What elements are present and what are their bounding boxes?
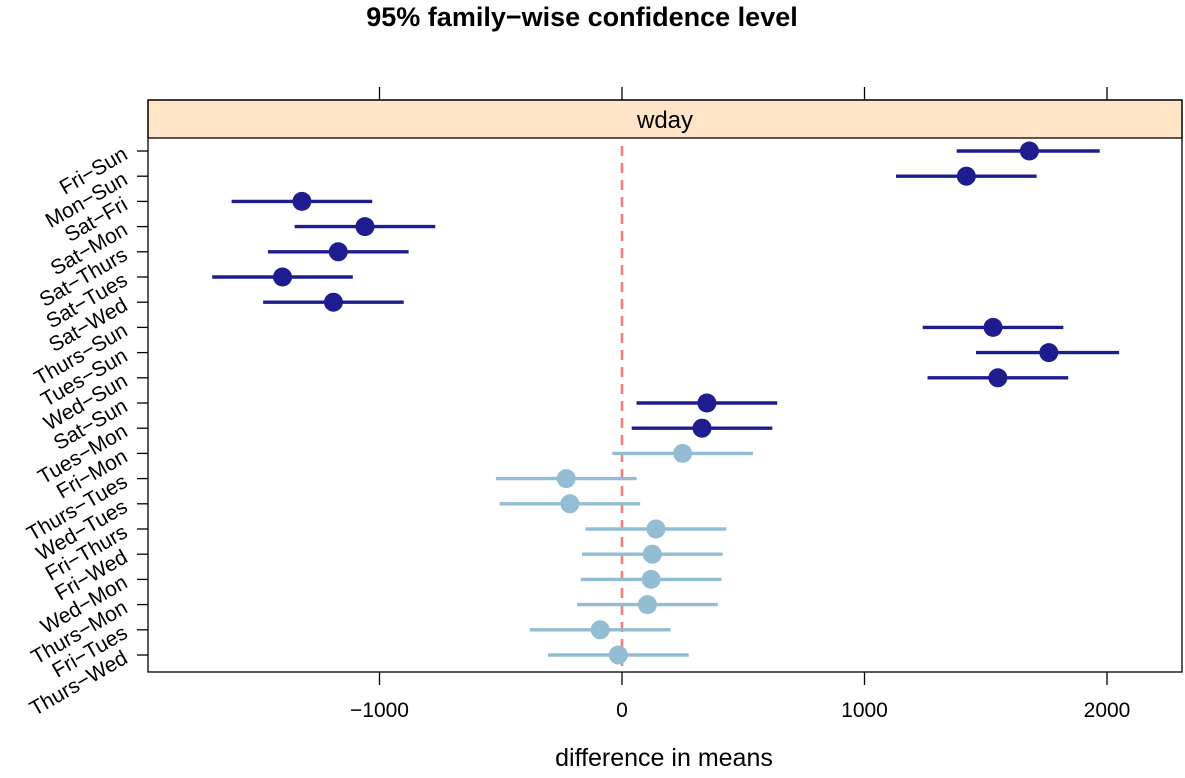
estimate-point [641,569,661,589]
x-axis-label: difference in means [555,744,773,772]
estimate-point [590,620,610,640]
estimate-point [355,217,375,237]
x-tick-label: 2000 [1084,699,1131,722]
panel-strip-label: wday [636,107,693,134]
top-axis [378,87,1108,100]
estimate-point [637,595,657,615]
estimate-point [1039,343,1059,363]
chart-title: 95% family−wise confidence level [366,2,797,32]
panel-strip [147,99,1183,139]
x-tick-label: −1000 [350,699,409,722]
x-tick-label: 1000 [841,699,888,722]
panel-frame [147,99,1183,673]
estimate-point [692,418,712,438]
estimate-point [697,393,717,413]
estimate-point [646,519,666,539]
y-axis: Fri−SunMon−SunSat−FriSat−MonSat−ThursSat… [23,142,148,721]
estimate-point [328,242,348,262]
interval-marks [212,141,1120,665]
estimate-point [292,191,312,211]
bottom-axis: −1000 0 1000 2000 [350,672,1130,722]
estimate-point [956,166,976,186]
estimate-point [556,469,576,489]
estimate-point [988,368,1008,388]
estimate-point [323,292,343,312]
estimate-point [642,544,662,564]
estimate-point [608,645,628,665]
estimate-point [1019,141,1039,161]
estimate-point [560,494,580,514]
estimate-point [983,317,1003,337]
x-tick-label: 0 [616,699,628,722]
estimate-point [673,443,693,463]
estimate-point [273,267,292,287]
